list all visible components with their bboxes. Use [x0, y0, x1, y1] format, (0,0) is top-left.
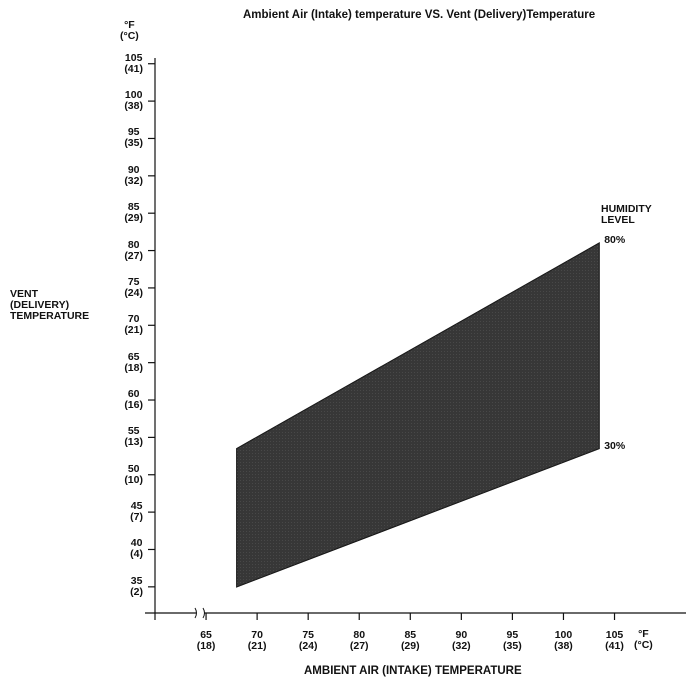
x-tick-label: 90 (32) [452, 629, 471, 652]
y-tick-label: 80 (27) [124, 238, 143, 262]
x-tick-label: 100 (38) [554, 629, 573, 652]
legend-title: HUMIDITY LEVEL [601, 203, 652, 226]
chart-title: Ambient Air (Intake) temperature VS. Ven… [243, 9, 596, 21]
x-tick-label: 95 (35) [503, 629, 522, 652]
y-tick-label: 65 (18) [124, 350, 143, 374]
y-tick-label: 75 (24) [124, 275, 143, 299]
y-tick-label: 100 (38) [124, 89, 143, 113]
x-tick-label: 85 (29) [400, 629, 420, 652]
y-tick-label: 85 (29) [124, 201, 143, 225]
y-tick-label: 60 (16) [124, 388, 143, 412]
x-tick-label: 80 (27) [349, 629, 369, 652]
x-tick-label: 65 (18) [196, 629, 216, 652]
y-tick-label: 50 (10) [124, 462, 143, 486]
y-tick-label: 55 (13) [124, 425, 143, 449]
y-tick-label: 35 (2) [130, 574, 143, 598]
y-tick-label: 105 (41) [124, 51, 143, 75]
legend-label: 30% [604, 439, 626, 452]
band-texture [236, 243, 600, 587]
x-axis-title: AMBIENT AIR (INTAKE) TEMPERATURE [304, 665, 522, 677]
x-unit: °F (°C) [634, 628, 653, 651]
y-axis-title: VENT (DELIVERY) TEMPERATURE [10, 288, 90, 322]
x-tick-label: 105 (41) [605, 629, 624, 652]
x-tick-label: 70 (21) [247, 629, 267, 652]
y-tick-label: 90 (32) [124, 163, 143, 187]
y-tick-label: 40 (4) [130, 537, 143, 561]
y-unit: °F (°C) [120, 19, 139, 42]
y-tick-label: 70 (21) [124, 313, 143, 337]
legend-label: 80% [604, 234, 626, 247]
y-tick-label: 95 (35) [124, 126, 143, 150]
x-tick-label: 75 (24) [298, 629, 318, 652]
y-tick-label: 45 (7) [130, 500, 143, 524]
axis-break [194, 607, 205, 619]
